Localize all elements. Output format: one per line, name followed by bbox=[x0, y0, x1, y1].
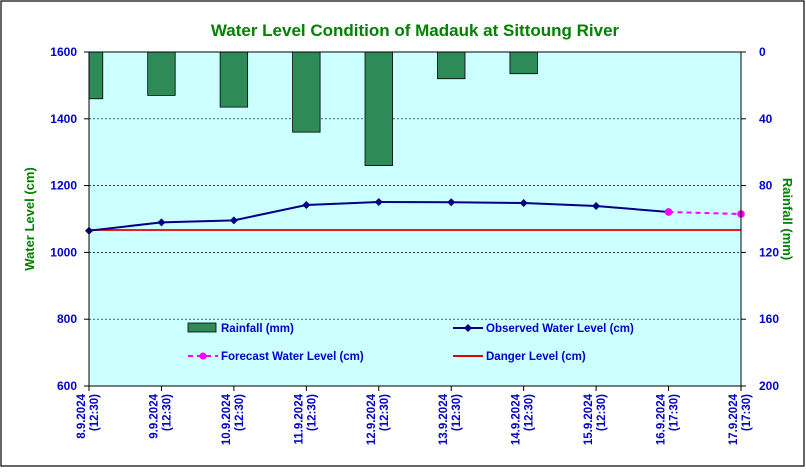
y2-tick-label: 160 bbox=[759, 312, 779, 326]
y-tick-label: 1200 bbox=[50, 179, 77, 193]
x-tick-date: 10.9.2024 bbox=[221, 393, 233, 445]
y2-tick-label: 80 bbox=[759, 179, 773, 193]
forecast-water-level-line bbox=[668, 210, 742, 215]
x-tick-time: (17:30) bbox=[741, 394, 753, 431]
y2-tick-label: 200 bbox=[759, 379, 779, 393]
observed-point bbox=[374, 197, 383, 206]
x-tick-label: 8.9.2024(12:30) bbox=[76, 393, 101, 438]
x-tick-date: 12.9.2024 bbox=[366, 393, 378, 445]
x-tick-label: 12.9.2024(12:30) bbox=[366, 393, 391, 445]
plot-background bbox=[89, 52, 741, 386]
legend-marker-forecast bbox=[199, 352, 207, 360]
x-tick-time: (17:30) bbox=[669, 394, 681, 431]
rainfall-bar bbox=[364, 51, 393, 166]
x-tick-time: (12:30) bbox=[524, 394, 536, 431]
forecast-point bbox=[664, 208, 673, 216]
rainfall-bar bbox=[219, 51, 249, 108]
x-tick-label: 9.9.2024(12:30) bbox=[148, 393, 173, 438]
legend-label: Forecast Water Level (cm) bbox=[221, 351, 364, 363]
observed-point bbox=[157, 218, 166, 227]
legend-label: Rainfall (mm) bbox=[221, 323, 294, 335]
x-tick-label: 13.9.2024(12:30) bbox=[438, 393, 463, 445]
rainfall-bar bbox=[292, 51, 321, 133]
y-tick-label: 800 bbox=[57, 312, 77, 326]
observed-point bbox=[519, 198, 528, 207]
rainfall-bar bbox=[509, 51, 538, 75]
x-tick-time: (12:30) bbox=[379, 394, 391, 431]
y-tick-label: 1400 bbox=[50, 112, 77, 126]
x-tick-label: 10.9.2024(12:30) bbox=[221, 393, 246, 445]
x-tick-time: (12:30) bbox=[596, 394, 608, 431]
x-tick-time: (12:30) bbox=[161, 394, 173, 431]
legend-label: Danger Level (cm) bbox=[486, 351, 586, 363]
x-tick-date: 17.9.2024 bbox=[728, 393, 740, 445]
y-tick-label: 1000 bbox=[50, 245, 77, 259]
x-tick-date: 13.9.2024 bbox=[438, 393, 450, 445]
x-tick-time: (12:30) bbox=[89, 394, 101, 431]
observed-point bbox=[302, 200, 311, 209]
x-tick-date: 15.9.2024 bbox=[583, 393, 595, 445]
y2-tick-label: 40 bbox=[759, 112, 773, 126]
x-tick-time: (12:30) bbox=[451, 394, 463, 431]
y2-tick-label: 120 bbox=[759, 245, 779, 259]
x-tick-date: 16.9.2024 bbox=[656, 393, 668, 445]
rainfall-bar bbox=[147, 51, 176, 96]
x-tick-label: 16.9.2024(17:30) bbox=[656, 393, 681, 445]
x-tick-label: 14.9.2024(12:30) bbox=[511, 393, 536, 445]
rainfall-bar bbox=[88, 51, 104, 100]
plot-frame bbox=[88, 51, 742, 387]
x-tick-date: 9.9.2024 bbox=[148, 393, 160, 438]
y2-axis-label: Rainfall (mm) bbox=[780, 178, 795, 260]
x-tick-time: (12:30) bbox=[234, 394, 246, 431]
x-tick-label: 15.9.2024(12:30) bbox=[583, 393, 608, 445]
y-tick-label: 1600 bbox=[50, 45, 77, 59]
plot-area: 600 800 1000 1200 1400 1600 0 40 80 120 160 200 8.9.… bbox=[50, 45, 779, 445]
legend-label: Observed Water Level (cm) bbox=[486, 323, 634, 335]
rainfall-bar bbox=[437, 51, 466, 80]
observed-point bbox=[229, 216, 238, 225]
observed-point bbox=[447, 198, 456, 207]
y-tick-label: 600 bbox=[57, 379, 77, 393]
legend-swatch-rainfall bbox=[187, 322, 217, 333]
x-tick-label: 17.9.2024(17:30) bbox=[728, 393, 753, 445]
x-tick-label: 11.9.2024(12:30) bbox=[293, 393, 318, 444]
y-axis-label: Water Level (cm) bbox=[22, 167, 37, 271]
x-tick-date: 8.9.2024 bbox=[76, 393, 88, 438]
x-tick-date: 14.9.2024 bbox=[511, 393, 523, 445]
x-tick-date: 11.9.2024 bbox=[293, 393, 305, 444]
chart-title: Water Level Condition of Madauk at Sitto… bbox=[211, 21, 620, 40]
legend-marker-observed bbox=[464, 324, 472, 332]
y2-tick-label: 0 bbox=[759, 45, 766, 59]
x-tick-time: (12:30) bbox=[306, 394, 318, 431]
observed-point bbox=[592, 201, 601, 210]
